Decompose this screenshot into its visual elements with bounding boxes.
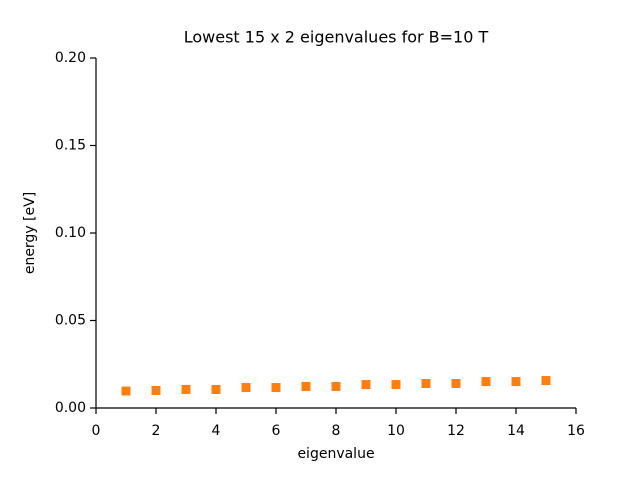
point xyxy=(211,384,221,394)
point xyxy=(391,380,401,390)
point xyxy=(361,380,371,390)
y-axis-label: energy [eV] xyxy=(22,192,38,274)
point xyxy=(241,383,251,393)
x-tick-label: 14 xyxy=(507,423,525,439)
x-tick-label: 16 xyxy=(567,423,585,439)
chart-title: Lowest 15 x 2 eigenvalues for B=10 T xyxy=(184,28,489,47)
point xyxy=(421,379,431,388)
x-tick-label: 12 xyxy=(447,423,465,439)
point xyxy=(331,381,341,391)
point xyxy=(301,381,311,391)
y-tick-label: 0.10 xyxy=(55,225,86,241)
point xyxy=(451,379,461,388)
point xyxy=(541,376,551,386)
point xyxy=(481,377,491,387)
y-tick-label: 0.20 xyxy=(55,50,86,66)
y-tick-label: 0.00 xyxy=(55,400,86,416)
x-tick-label: 2 xyxy=(152,423,161,439)
point xyxy=(121,386,131,396)
point xyxy=(181,384,191,394)
point xyxy=(511,377,521,387)
x-axis-label: eigenvalue xyxy=(297,446,374,462)
x-tick-label: 0 xyxy=(92,423,101,439)
x-tick-label: 8 xyxy=(332,423,341,439)
point xyxy=(151,386,161,395)
y-tick-label: 0.15 xyxy=(55,138,86,154)
point xyxy=(271,383,281,393)
x-tick-label: 10 xyxy=(387,423,405,439)
x-tick-label: 6 xyxy=(272,423,281,439)
y-tick-label: 0.05 xyxy=(55,313,86,329)
x-tick-label: 4 xyxy=(212,423,221,439)
